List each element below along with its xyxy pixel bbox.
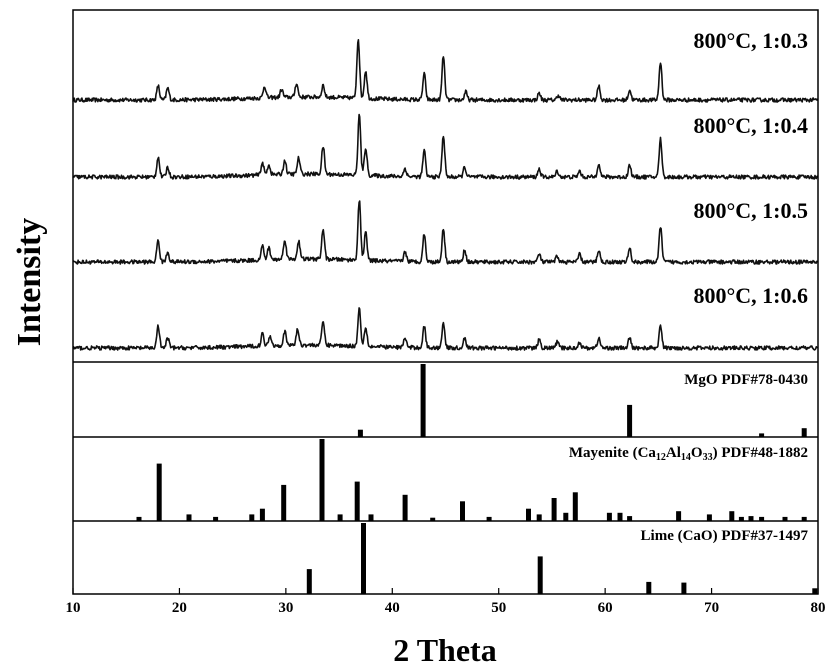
ref-1-bar-25	[729, 511, 735, 521]
x-tick-label-2: 30	[278, 600, 293, 616]
ref-1-bar-27	[748, 516, 754, 521]
ref-1-bar-15	[526, 508, 531, 521]
ref-label-mayenite-sub2: 14	[681, 452, 691, 463]
ref-1-bar-11	[402, 494, 408, 521]
ref-2-bar-3	[646, 581, 652, 594]
ref-0-bar-3	[759, 433, 765, 438]
ref-1-bar-5	[259, 508, 265, 521]
ref-label-mayenite-mid2: O	[691, 445, 703, 461]
series-label-1: 800°C, 1:0.4	[693, 113, 808, 138]
ref-1-bar-22	[627, 516, 633, 521]
ref-2-bar-1	[361, 523, 366, 594]
plot-frame	[72, 9, 819, 595]
series-line-0	[72, 39, 819, 103]
ref-label-mgo: MgO PDF#78-0430	[684, 372, 808, 388]
ref-label-lime: Lime (CaO) PDF#37-1497	[641, 528, 809, 544]
ref-label-mayenite-sub3: 33	[703, 452, 713, 463]
ref-1-bar-26	[738, 516, 744, 521]
x-tick-label-4: 50	[491, 600, 506, 616]
ref-1-bar-1	[156, 463, 162, 521]
ref-1-bar-21	[617, 512, 623, 521]
ref-label-mayenite: Mayenite (Ca12Al14O33) PDF#48-1882	[569, 445, 808, 463]
ref-0-bar-2	[627, 404, 633, 437]
ref-1-bar-7	[319, 439, 325, 521]
ref-1-bar-6	[281, 484, 287, 521]
x-tick-label-0: 10	[66, 600, 81, 616]
ref-1-bar-12	[430, 517, 436, 521]
ref-1-bar-18	[563, 512, 569, 521]
ref-1-bar-16	[536, 514, 542, 521]
ref-1-bar-29	[782, 516, 788, 521]
ref-1-bar-9	[354, 481, 360, 521]
ref-1-bar-8	[337, 514, 343, 521]
ref-1-bar-3	[213, 516, 219, 521]
x-tick-label-7: 80	[811, 600, 826, 616]
ref-1-bar-0	[136, 516, 142, 521]
ref-1-bar-23	[676, 511, 682, 521]
ref-1-bar-2	[186, 514, 192, 521]
x-tick-label-3: 40	[385, 600, 400, 616]
x-tick-label-1: 20	[172, 600, 187, 616]
ref-2-bar-2	[537, 556, 543, 594]
ref-2-bar-0	[306, 569, 312, 594]
ref-label-mayenite-mid1: Al	[666, 445, 681, 461]
ref-1-bar-20	[606, 512, 612, 521]
ref-1-bar-24	[706, 514, 712, 521]
y-axis-label: Intensity	[11, 218, 48, 346]
ref-1-bar-30	[801, 516, 807, 521]
series-line-3	[72, 307, 818, 351]
series-label-3: 800°C, 1:0.6	[693, 283, 808, 308]
ref-0-bar-4	[801, 428, 807, 437]
series-label-0: 800°C, 1:0.3	[693, 28, 808, 53]
ref-2-bar-4	[681, 582, 687, 594]
ref-1-bar-28	[759, 516, 765, 521]
x-tick-label-6: 70	[704, 600, 719, 616]
ref-label-mayenite-prefix: Mayenite (Ca	[569, 445, 657, 461]
ref-1-bar-4	[249, 514, 255, 521]
ref-0-bar-1	[420, 364, 426, 437]
series-line-2	[72, 200, 818, 265]
ref-0-bar-0	[357, 429, 363, 437]
series-line-1	[72, 113, 819, 180]
ref-1-bar-17	[551, 498, 557, 521]
ref-1-bar-14	[486, 516, 492, 521]
ref-2-bar-5	[812, 588, 818, 594]
x-tick-label-5: 60	[598, 600, 613, 616]
ref-1-bar-13	[460, 501, 465, 521]
ref-1-bar-19	[572, 492, 578, 521]
ref-label-mayenite-suffix: ) PDF#48-1882	[713, 445, 808, 461]
x-axis-label: 2 Theta	[393, 632, 496, 668]
series-label-2: 800°C, 1:0.5	[693, 198, 808, 223]
ref-1-bar-10	[368, 514, 374, 521]
ref-label-mayenite-sub1: 12	[656, 452, 666, 463]
